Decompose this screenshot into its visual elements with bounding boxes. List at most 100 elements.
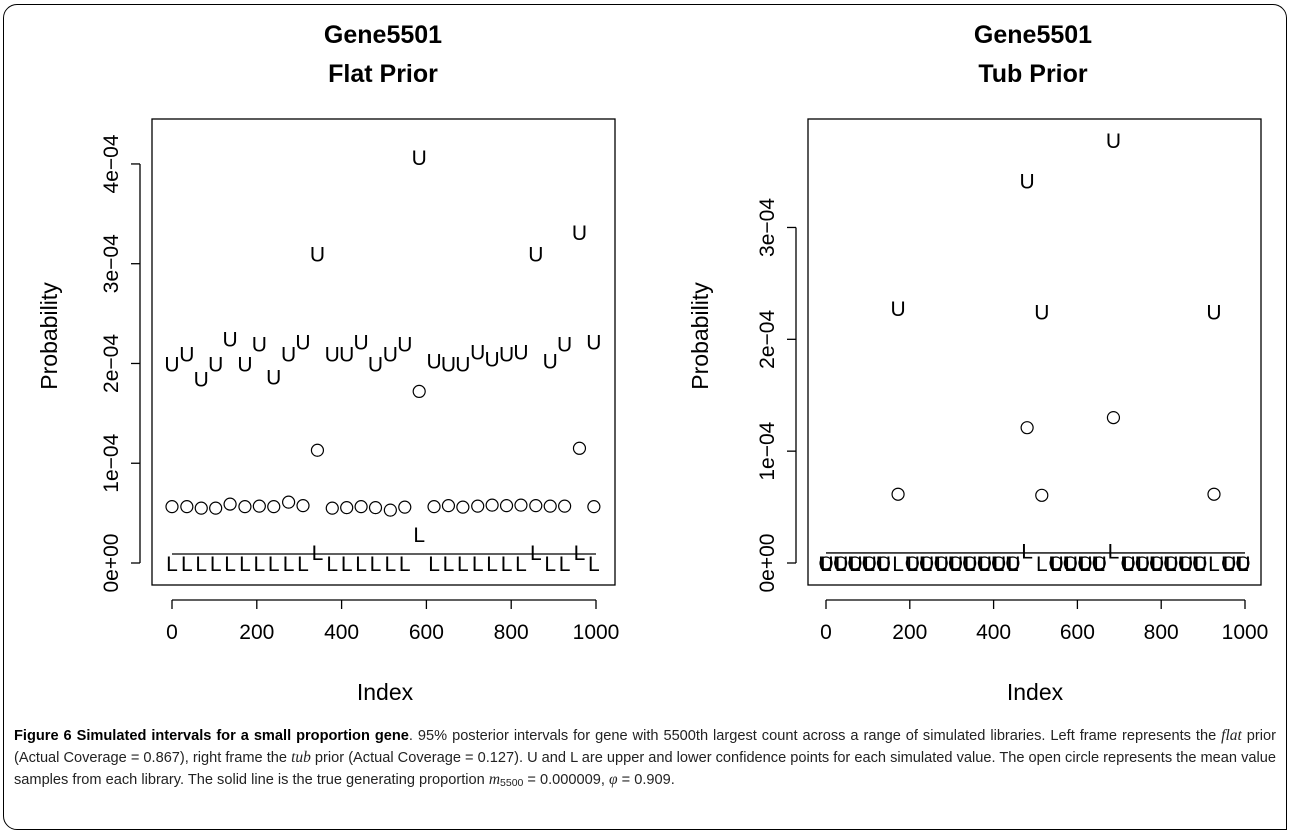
- right-mean-point: [1106, 411, 1121, 425]
- right-x-tick-label: 0: [820, 621, 832, 644]
- right-lower-point: L: [950, 553, 962, 576]
- right-lower-point: L: [1151, 553, 1163, 576]
- left-upper-point: U: [412, 147, 427, 170]
- right-lower-point: L: [1223, 553, 1235, 576]
- left-x-tick-label: 1000: [573, 621, 620, 644]
- left-lower-point: L: [501, 553, 513, 576]
- right-y-tick-label: 0e+00: [756, 534, 779, 593]
- right-y-tick-label: 1e−04: [756, 421, 779, 480]
- caption-m-symbol: m: [488, 771, 501, 788]
- left-mean-point: [471, 499, 485, 513]
- left-mean-point: [529, 499, 543, 513]
- left-lower-point: L: [283, 553, 295, 576]
- right-mean-point: [1193, 556, 1207, 570]
- right-y-tick-label: 3e−04: [756, 198, 779, 257]
- caption-label: Figure 6 Simulated intervals for a small…: [14, 728, 409, 744]
- left-mean-point: [485, 498, 499, 512]
- left-upper-point: U: [339, 344, 354, 367]
- left-lower-point: L: [413, 524, 425, 547]
- left-lower-point: L: [399, 553, 411, 576]
- left-lower-point: L: [370, 553, 382, 576]
- left-upper-point: U: [354, 332, 369, 355]
- right-upper-point: U: [890, 298, 905, 321]
- left-lower-point: L: [559, 553, 571, 576]
- right-mean-point: [905, 556, 919, 570]
- left-upper-point: U: [223, 329, 238, 352]
- left-upper-point: U: [208, 353, 223, 376]
- left-mean-point: [412, 384, 426, 399]
- left-mean-point: [252, 499, 266, 513]
- right-mean-point: [1236, 556, 1250, 570]
- left-x-tick-label: 400: [324, 621, 359, 644]
- left-mean-point: [543, 499, 557, 513]
- caption-text-4: = 0.000009,: [523, 772, 609, 788]
- left-x-tick-label: 200: [239, 621, 274, 644]
- left-upper-point: U: [194, 368, 209, 391]
- left-mean-point: [456, 500, 470, 514]
- left-upper-point: U: [499, 344, 514, 367]
- left-lower-point: L: [297, 553, 309, 576]
- left-y-tick-label: 0e+00: [100, 534, 123, 593]
- right-x-tick-label: 1000: [1222, 621, 1269, 644]
- caption-text-1: . 95% posterior intervals for gene with …: [408, 728, 1222, 744]
- left-mean-point: [165, 500, 179, 514]
- left-mean-point: [441, 499, 456, 513]
- right-mean-point: [834, 556, 848, 570]
- right-lower-point: L: [849, 553, 861, 576]
- right-lower-point: L: [1137, 553, 1149, 576]
- right-mean-point: [1149, 556, 1164, 570]
- left-mean-point: [180, 500, 194, 514]
- right-mean-point: [862, 556, 876, 570]
- right-mean-point: [948, 556, 963, 570]
- left-mean-point: [310, 443, 325, 457]
- left-plot-box: [151, 118, 616, 586]
- left-upper-point: U: [426, 350, 441, 373]
- right-lower-point: L: [878, 553, 890, 576]
- left-mean-point: [325, 501, 339, 515]
- right-lower-point: L: [892, 553, 904, 576]
- right-lower-point: L: [1007, 553, 1019, 576]
- right-lower-point: L: [1122, 553, 1134, 576]
- left-upper-point: U: [281, 344, 296, 367]
- left-y-tick-label: 4e−04: [100, 134, 123, 193]
- right-mean-point: [891, 487, 905, 501]
- right-xlabel: Index: [1007, 679, 1064, 705]
- right-lower-point: L: [1237, 553, 1249, 576]
- left-mean-point: [499, 499, 514, 513]
- right-mean-point: [919, 556, 934, 570]
- left-lower-point: L: [312, 542, 324, 565]
- caption-tub: tub: [291, 749, 311, 766]
- figure-plots: Gene5501 Flat Prior 0 200 400 600 800 1000 0e+…: [36, 21, 1269, 705]
- right-mean-point: [1222, 556, 1236, 570]
- left-upper-point: U: [572, 222, 587, 245]
- caption-text-2: prior (Actual Coverage = 0.867), right f…: [14, 728, 1276, 766]
- left-lower-point: L: [486, 553, 498, 576]
- right-mean-point: [1092, 556, 1106, 570]
- left-mean-point: [209, 501, 223, 515]
- left-y-tick-label: 3e−04: [100, 234, 123, 293]
- caption-text-5: = 0.909.: [617, 772, 675, 788]
- right-lower-point: L: [1050, 553, 1062, 576]
- right-mean-point: [992, 556, 1006, 570]
- left-upper-point: U: [179, 344, 194, 367]
- left-lower-point: L: [268, 553, 280, 576]
- right-mean-point: [1020, 421, 1034, 435]
- left-lower-point: L: [210, 553, 222, 576]
- left-y-tick-label: 2e−04: [100, 334, 123, 393]
- right-lower-point: L: [863, 553, 875, 576]
- right-lower-point: L: [993, 553, 1005, 576]
- left-upper-point: U: [455, 353, 470, 376]
- right-lower-point: L: [1021, 541, 1033, 564]
- right-lower-point: L: [1079, 553, 1091, 576]
- right-mean-point: [819, 556, 833, 570]
- caption-text-3: prior (Actual Coverage = 0.127). U and L…: [14, 750, 1276, 788]
- left-lower-point: L: [472, 553, 484, 576]
- left-upper-point: U: [325, 344, 340, 367]
- left-upper-point: U: [266, 366, 281, 389]
- right-mean-point: [848, 556, 862, 570]
- left-lower-point: L: [530, 542, 542, 565]
- left-mean-point: [194, 501, 208, 515]
- left-mean-point: [340, 501, 354, 515]
- right-mean-point: [1035, 488, 1049, 502]
- left-lower-point: L: [574, 542, 586, 565]
